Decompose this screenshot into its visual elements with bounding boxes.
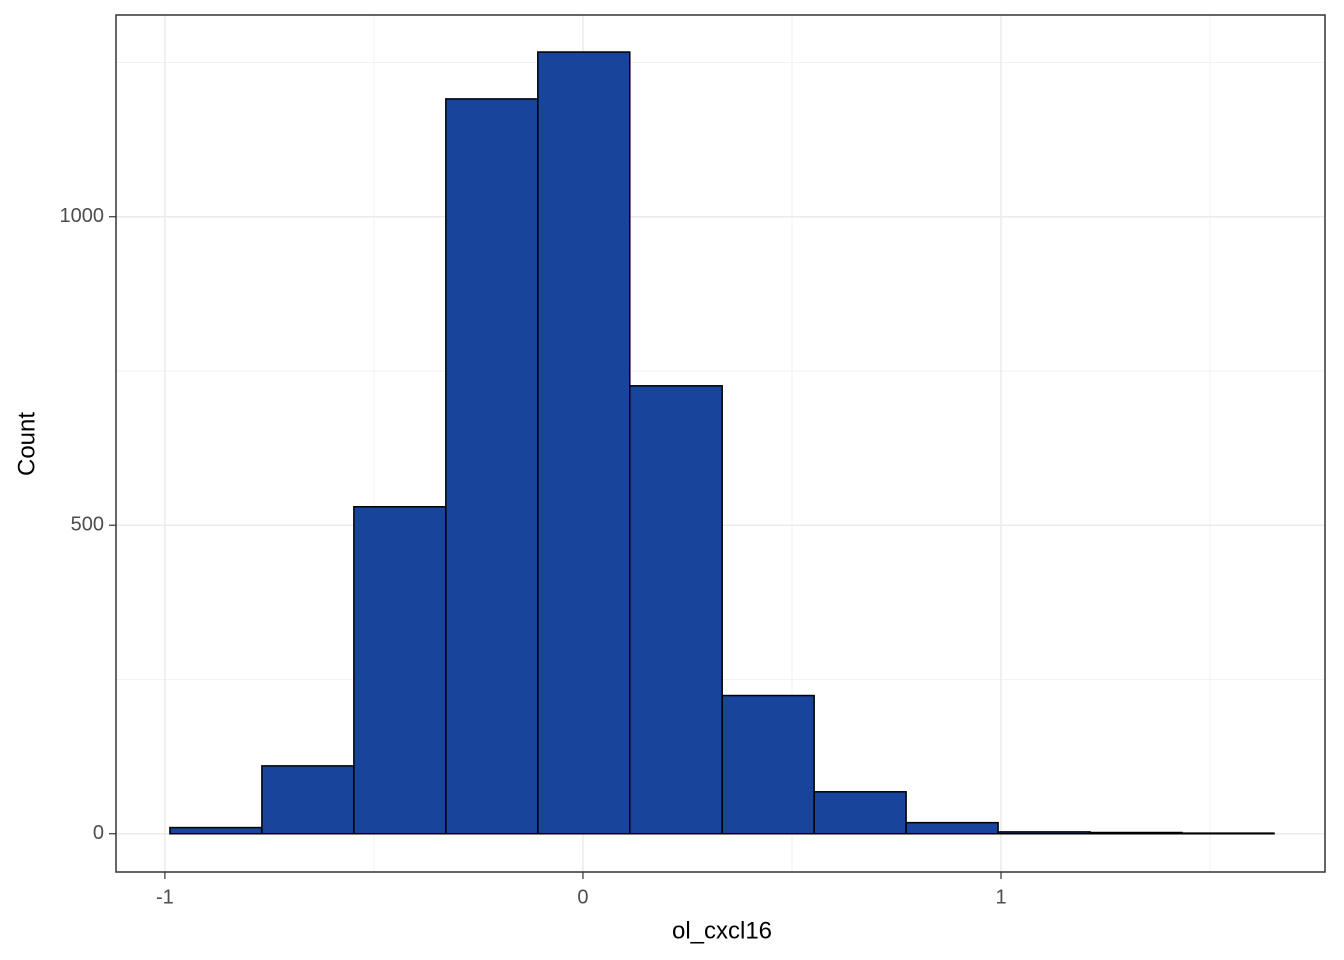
bar [1181, 832, 1275, 835]
x-tick-label: 1 [995, 886, 1006, 908]
panel-border [115, 14, 1326, 873]
bar [629, 385, 723, 835]
bar [721, 694, 815, 835]
bar [353, 505, 447, 835]
bar [813, 791, 907, 835]
y-tick-label: 0 [93, 822, 104, 844]
bar [169, 826, 263, 835]
x-tick-label: 0 [577, 886, 588, 908]
bar [997, 831, 1091, 835]
x-tick-label: -1 [156, 886, 174, 908]
bar [445, 98, 539, 835]
bar [905, 821, 999, 835]
bar [1089, 831, 1183, 835]
x-axis-label: ol_cxcl16 [672, 917, 772, 944]
y-tick-label: 500 [71, 514, 104, 536]
y-axis-label: Count [13, 412, 40, 476]
bar [261, 765, 355, 835]
y-tick-label: 1000 [60, 205, 105, 227]
bar [537, 51, 631, 835]
